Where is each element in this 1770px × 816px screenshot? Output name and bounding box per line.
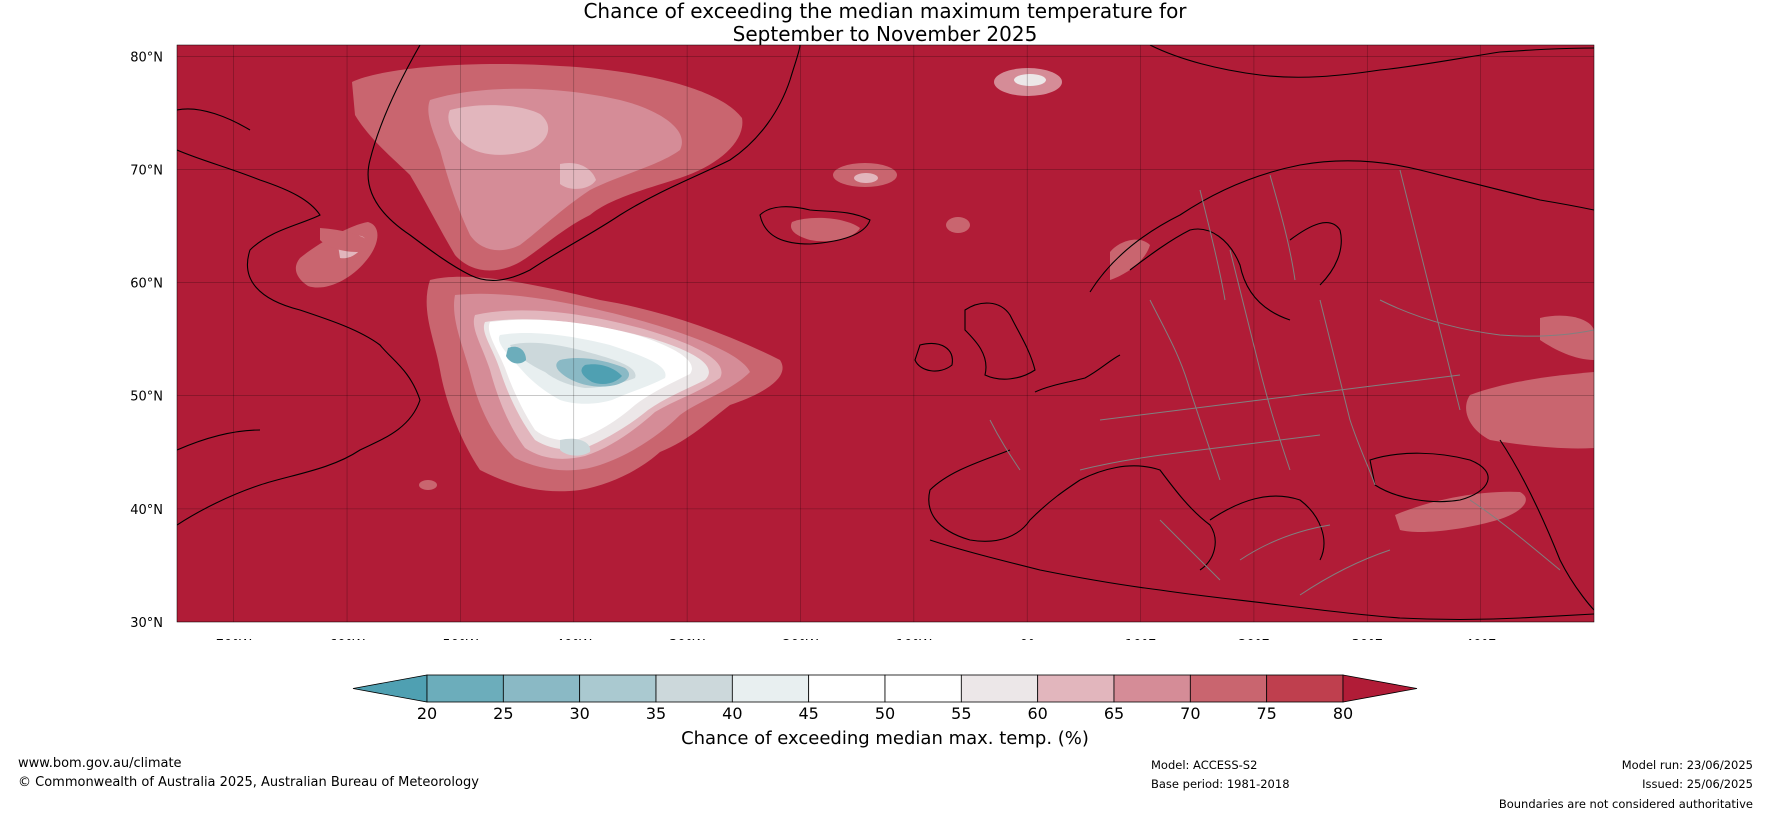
- title-line-1: Chance of exceeding the median maximum t…: [583, 0, 1187, 23]
- colorbar-segment: [579, 674, 657, 703]
- colorbar-segment: [960, 674, 1039, 703]
- forecast-anomalies: [295, 63, 1594, 533]
- latitude-label: 60°N: [130, 277, 163, 292]
- colorbar-segment: [884, 674, 962, 703]
- longitude-label: 20°W: [783, 638, 819, 640]
- colorbar-tick-label: 45: [798, 704, 818, 723]
- longitude-label: 40°E: [1465, 638, 1496, 640]
- model-text: Model: ACCESS-S2: [1151, 758, 1258, 772]
- longitude-label: 60°W: [329, 638, 365, 640]
- longitude-label: 0°: [1020, 638, 1035, 640]
- map-frame: [176, 44, 1595, 623]
- longitude-label: 20°E: [1238, 638, 1269, 640]
- latitude-label: 80°N: [130, 50, 163, 65]
- copyright-text: © Commonwealth of Australia 2025, Austra…: [18, 775, 479, 790]
- colorbar-tick-label: 35: [646, 704, 666, 723]
- latitude-label: 30°N: [130, 616, 163, 631]
- gridlines: [177, 45, 1594, 622]
- colorbar-tick-label: 70: [1180, 704, 1200, 723]
- caspian-anomaly: [1395, 491, 1526, 533]
- colorbar-segment: [1113, 674, 1191, 703]
- colorbar-tick-label: 20: [417, 704, 437, 723]
- longitude-label: 70°W: [216, 638, 252, 640]
- longitude-labels: 70°W 60°W 50°W 40°W 30°W 20°W 10°W 0° 10°E 20°E 30…: [216, 638, 1497, 640]
- country-borders: [989, 169, 1594, 596]
- colorbar-tick-label: 65: [1104, 704, 1124, 723]
- longitude-label: 10°W: [896, 638, 932, 640]
- issued-text: Issued: 25/06/2025: [1642, 777, 1753, 791]
- north-atlantic-anomaly: [426, 276, 783, 492]
- colorbar-tick-label: 25: [493, 704, 513, 723]
- latitude-label: 50°N: [130, 390, 163, 405]
- map-title: Chance of exceeding the median maximum t…: [0, 0, 1770, 46]
- longitude-label: 30°E: [1352, 638, 1383, 640]
- colorbar-segment: [1189, 674, 1268, 703]
- colorbar-label: Chance of exceeding median max. temp. (%…: [681, 728, 1089, 749]
- longitude-label: 50°W: [442, 638, 478, 640]
- colorbar-tick-label: 40: [722, 704, 742, 723]
- colorbar-tick-label: 30: [569, 704, 589, 723]
- colorbar-segment: [808, 674, 886, 703]
- longitude-label: 30°W: [669, 638, 705, 640]
- coastlines: [177, 45, 1594, 621]
- colorbar-tick-label: 55: [951, 704, 971, 723]
- longitude-label: 40°W: [556, 638, 592, 640]
- colorbar-tick-labels: 20 25 30 35 40 45 50 55 60 65 70 75 80: [417, 704, 1353, 723]
- forecast-map: 80°N 70°N 60°N 50°N 40°N 30°N 70°W 60°W 50°W 40°…: [130, 44, 1595, 640]
- colorbar-segment: [1037, 674, 1115, 703]
- colorbar-upper-extension: [1342, 674, 1418, 703]
- title-line-2: September to November 2025: [732, 22, 1038, 46]
- iceland-anomaly: [790, 217, 860, 242]
- east-europe-anomaly: [1466, 372, 1594, 449]
- colorbar-segment: [1266, 674, 1344, 703]
- latitude-label: 70°N: [130, 163, 163, 178]
- colorbar-lower-extension: [352, 674, 428, 703]
- longitude-label: 10°E: [1125, 638, 1156, 640]
- website-text: www.bom.gov.au/climate: [18, 756, 182, 771]
- colorbar-segments: [352, 674, 1418, 703]
- colorbar-tick-label: 80: [1333, 704, 1353, 723]
- latitude-labels: 80°N 70°N 60°N 50°N 40°N 30°N: [130, 50, 163, 631]
- colorbar-segment: [731, 674, 810, 703]
- colorbar-tick-label: 75: [1256, 704, 1276, 723]
- colorbar-tick-label: 60: [1027, 704, 1047, 723]
- colorbar-segment: [426, 674, 504, 703]
- latitude-label: 40°N: [130, 503, 163, 518]
- colorbar-segment: [502, 674, 581, 703]
- greenland-anomaly: [352, 63, 743, 271]
- colorbar-tick-label: 50: [875, 704, 895, 723]
- colorbar-segment: [655, 674, 733, 703]
- base-period-text: Base period: 1981-2018: [1151, 777, 1290, 791]
- disclaimer-text: Boundaries are not considered authoritat…: [1498, 797, 1753, 811]
- model-run-text: Model run: 23/06/2025: [1621, 758, 1753, 772]
